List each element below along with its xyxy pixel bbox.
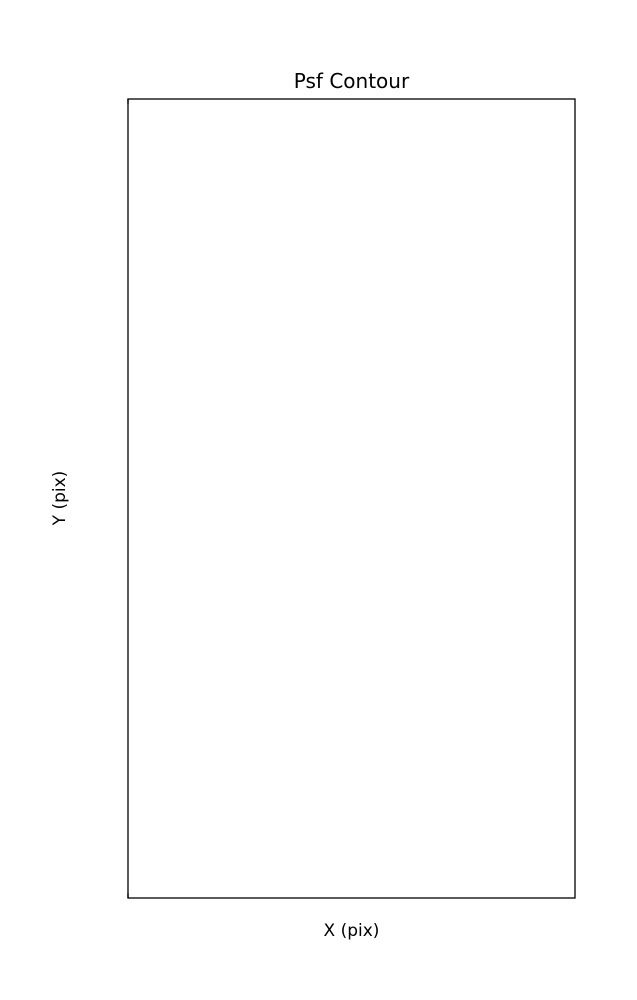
axes-frame [127,98,576,899]
x-axis-label: X (pix) [323,921,380,941]
chart-title: Psf Contour [293,69,410,93]
y-axis-label: Y (pix) [50,470,70,526]
